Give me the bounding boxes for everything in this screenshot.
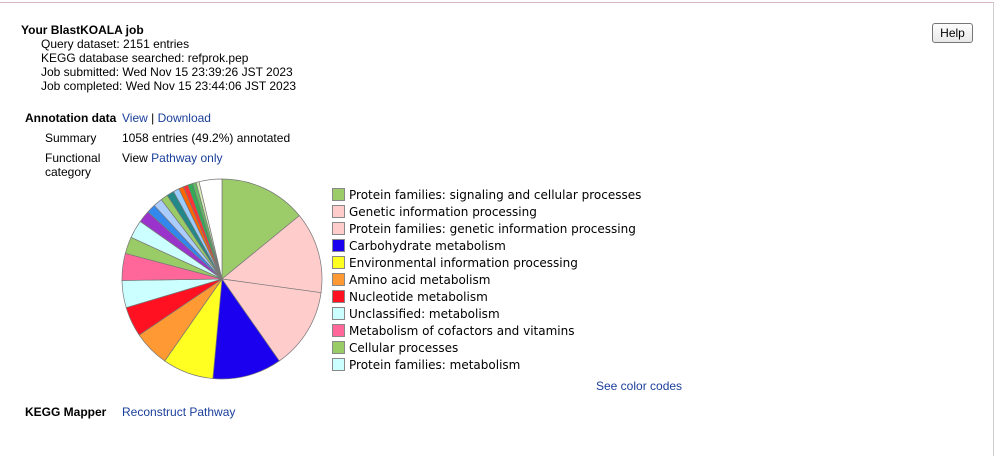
legend-swatch xyxy=(332,222,345,235)
legend-swatch xyxy=(332,290,345,303)
pie-legend: Protein families: signaling and cellular… xyxy=(332,186,641,373)
legend-label: Unclassified: metabolism xyxy=(349,306,500,321)
legend-label: Carbohydrate metabolism xyxy=(349,238,506,253)
legend-item: Protein families: metabolism xyxy=(332,356,641,373)
job-title: Your BlastKOALA job xyxy=(21,23,144,37)
annotation-data-label: Annotation data xyxy=(25,111,117,125)
legend-label: Genetic information processing xyxy=(349,204,537,219)
legend-label: Protein families: signaling and cellular… xyxy=(349,187,642,202)
legend-label: Protein families: metabolism xyxy=(349,357,521,372)
legend-label: Protein families: genetic information pr… xyxy=(349,221,636,236)
legend-item: Metabolism of cofactors and vitamins xyxy=(332,322,641,339)
legend-label: Environmental information processing xyxy=(349,255,578,270)
legend-item: Carbohydrate metabolism xyxy=(332,237,641,254)
legend-item: Cellular processes xyxy=(332,339,641,356)
legend-item: Environmental information processing xyxy=(332,254,641,271)
annotation-download-link[interactable]: Download xyxy=(157,111,211,125)
see-color-codes: See color codes xyxy=(596,379,682,393)
functional-view-text: View xyxy=(122,151,148,165)
pie-slice xyxy=(212,278,280,380)
legend-swatch xyxy=(332,188,345,201)
legend-swatch xyxy=(332,341,345,354)
see-color-codes-link[interactable]: See color codes xyxy=(596,379,683,393)
help-button[interactable]: Help xyxy=(932,23,973,43)
legend-label: Nucleotide metabolism xyxy=(349,289,488,304)
functional-label-line1: Functional xyxy=(45,151,101,165)
legend-item: Genetic information processing xyxy=(332,203,641,220)
legend-label: Metabolism of cofactors and vitamins xyxy=(349,323,575,338)
legend-swatch xyxy=(332,358,345,371)
legend-item: Protein families: signaling and cellular… xyxy=(332,186,641,203)
kegg-mapper-links: Reconstruct Pathway xyxy=(122,405,235,419)
reconstruct-pathway-link[interactable]: Reconstruct Pathway xyxy=(122,405,236,419)
legend-item: Protein families: genetic information pr… xyxy=(332,220,641,237)
legend-swatch xyxy=(332,307,345,320)
legend-swatch xyxy=(332,205,345,218)
job-database: KEGG database searched: refprok.pep xyxy=(41,51,249,65)
annotation-link-separator: | xyxy=(151,111,155,125)
legend-item: Nucleotide metabolism xyxy=(332,288,641,305)
pie-slice xyxy=(221,215,323,294)
functional-category-pie-chart xyxy=(121,178,323,380)
legend-item: Amino acid metabolism xyxy=(332,271,641,288)
legend-label: Amino acid metabolism xyxy=(349,272,491,287)
legend-swatch xyxy=(332,239,345,252)
annotation-view-link[interactable]: View xyxy=(122,111,148,125)
job-query-dataset: Query dataset: 2151 entries xyxy=(41,37,190,51)
legend-item: Unclassified: metabolism xyxy=(332,305,641,322)
functional-label-line2: category xyxy=(45,165,92,179)
pie-slice xyxy=(221,278,322,362)
job-completed: Job completed: Wed Nov 15 23:44:06 JST 2… xyxy=(41,79,297,93)
summary-value: 1058 entries (49.2%) annotated xyxy=(122,131,291,145)
job-submitted: Job submitted: Wed Nov 15 23:39:26 JST 2… xyxy=(41,65,293,79)
summary-label: Summary xyxy=(45,131,97,145)
legend-swatch xyxy=(332,324,345,337)
pie-slice xyxy=(221,178,300,280)
legend-swatch xyxy=(332,256,345,269)
legend-label: Cellular processes xyxy=(349,340,459,355)
legend-swatch xyxy=(332,273,345,286)
functional-view: View Pathway only xyxy=(122,151,223,165)
kegg-mapper-label: KEGG Mapper xyxy=(25,405,107,419)
annotation-links: View | Download xyxy=(122,111,211,125)
pathway-only-link[interactable]: Pathway only xyxy=(151,151,223,165)
pie-slice xyxy=(198,178,223,280)
